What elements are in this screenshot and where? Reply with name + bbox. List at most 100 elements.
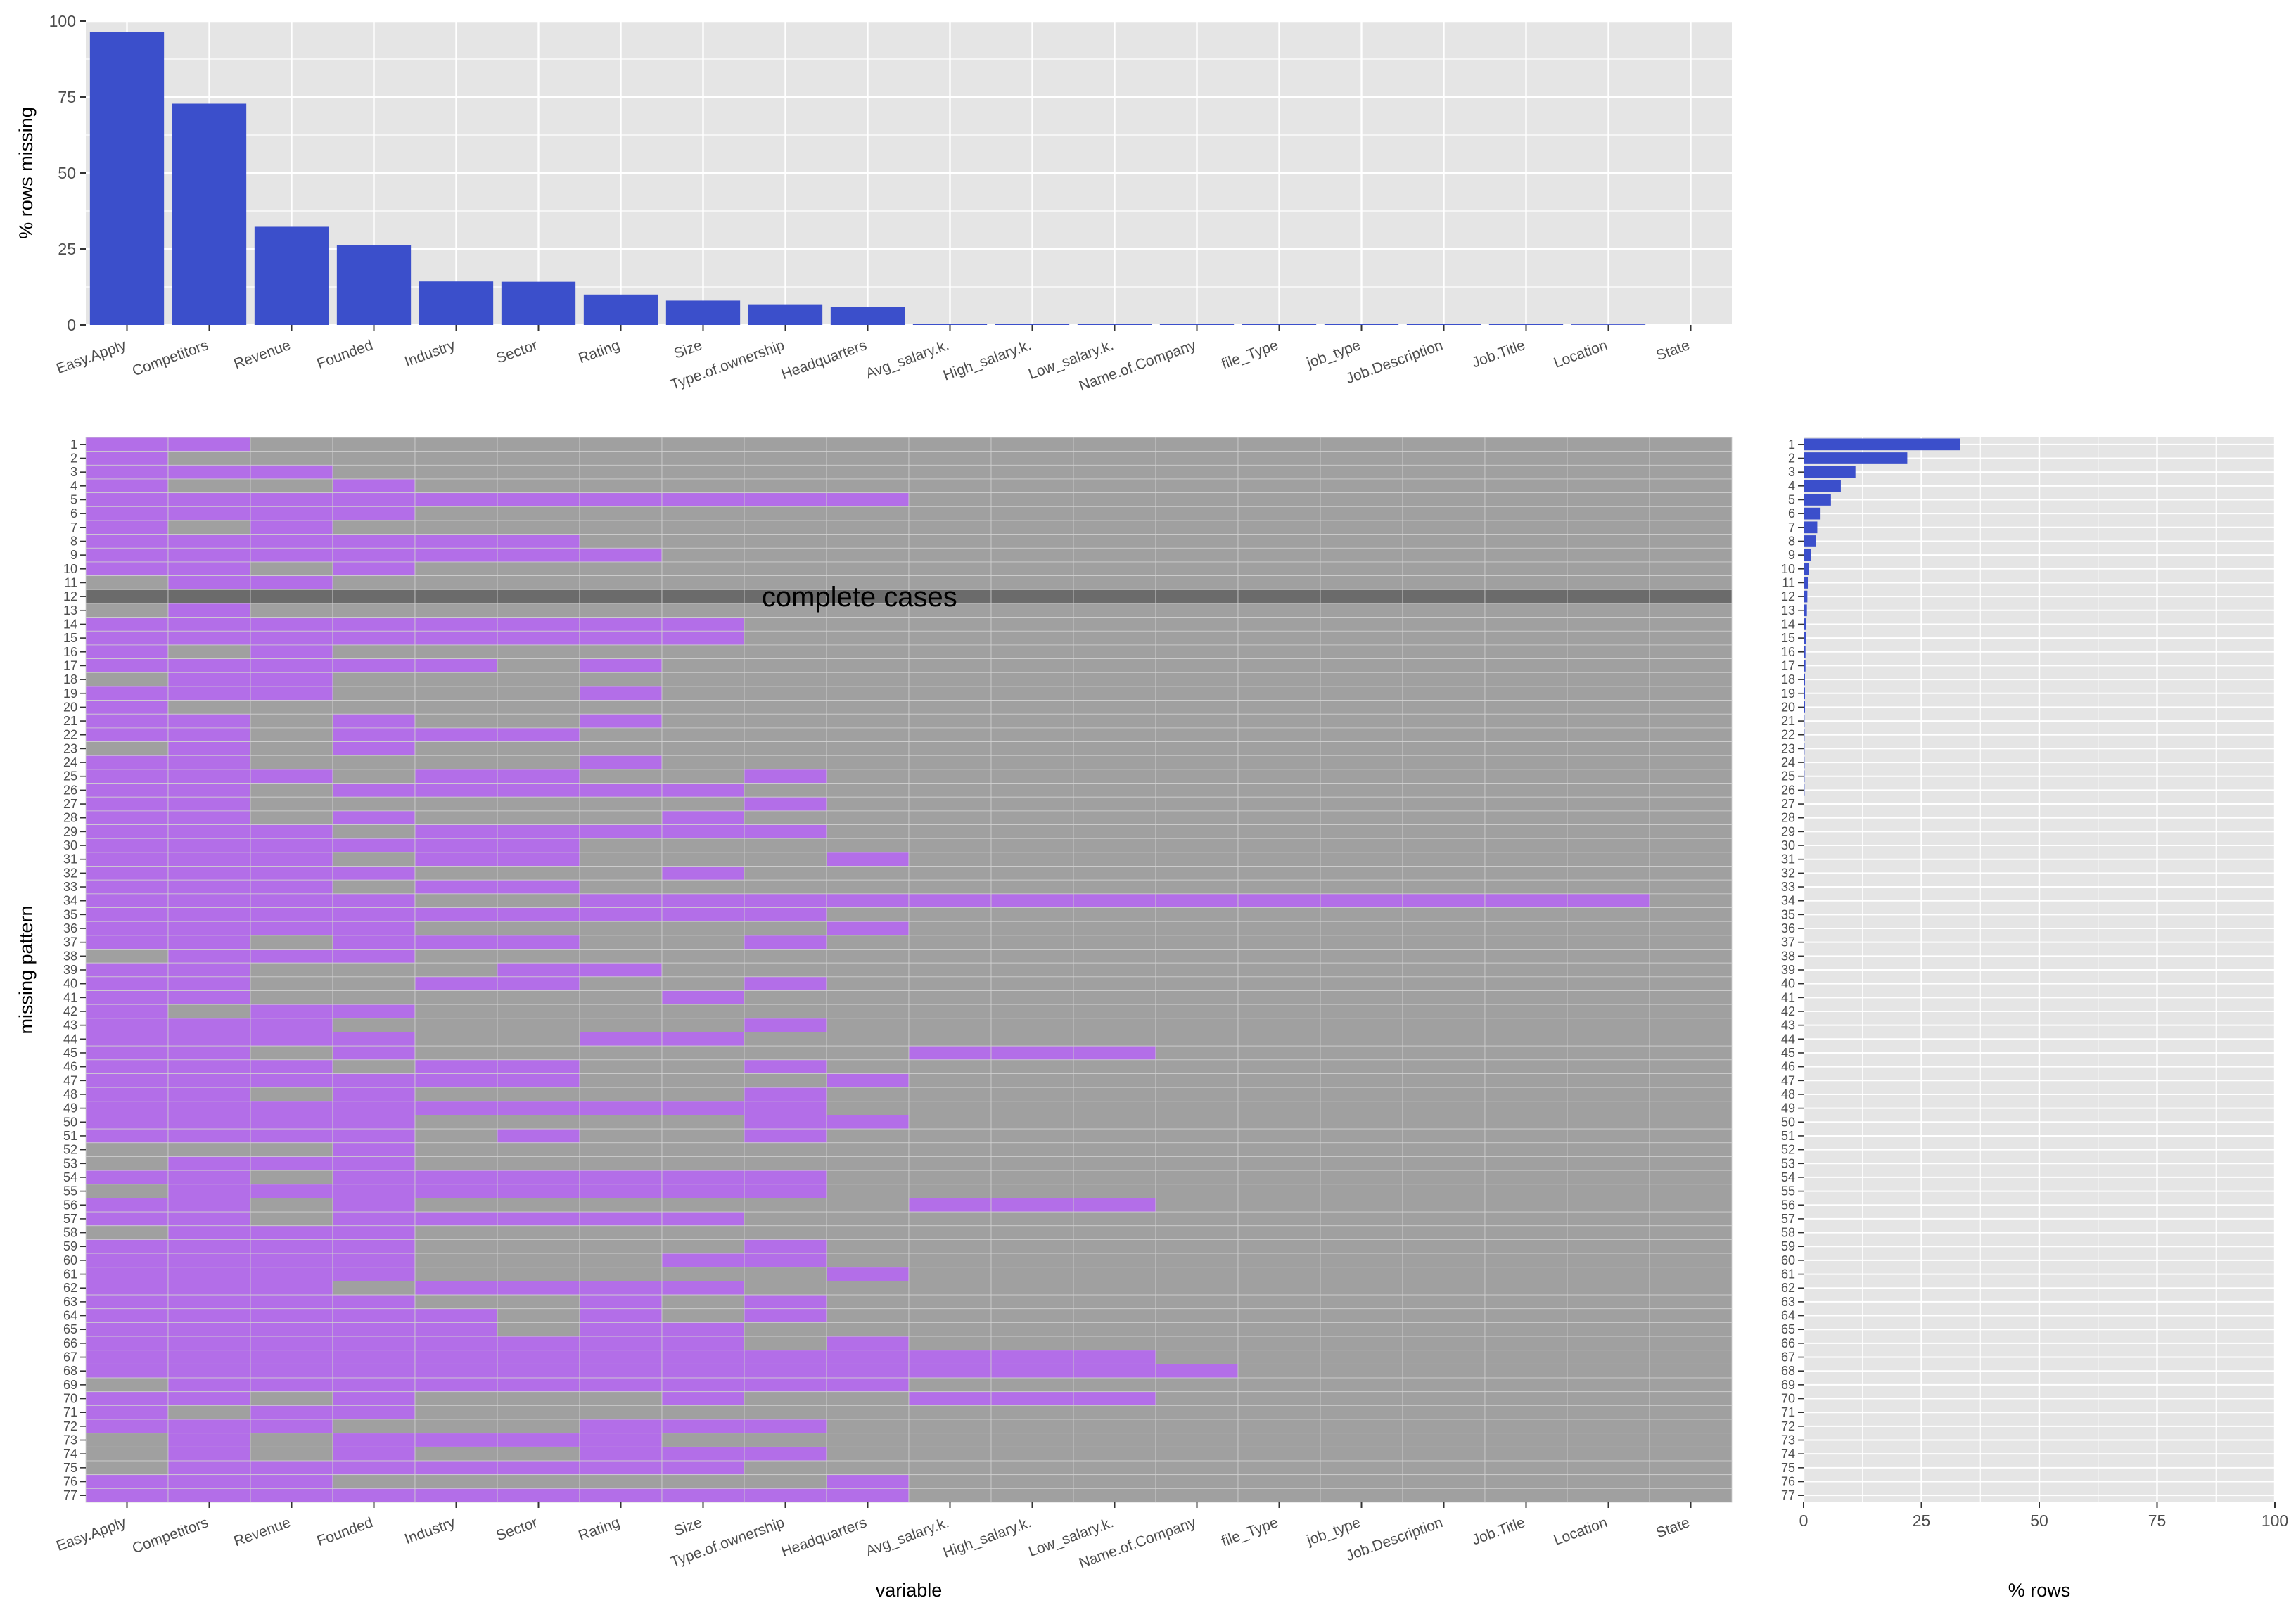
present-tile [744,520,827,535]
present-tile [826,1308,910,1323]
present-tile [1649,1267,1733,1281]
heatmap-y-tick-label: 62 [63,1281,77,1295]
present-tile [1649,1350,1733,1364]
present-tile [1567,1350,1650,1364]
heatmap-y-tick-label: 21 [63,714,77,728]
present-tile [332,1018,416,1032]
present-tile [1567,617,1650,632]
heatmap-y-tick-label: 1 [70,437,77,452]
present-tile [1320,506,1403,521]
present-tile [990,1004,1074,1019]
missing-tile [167,1073,251,1088]
side-bar [1804,438,1960,451]
missing-tile [85,810,169,825]
present-tile [1484,769,1568,784]
present-tile [1402,1073,1486,1088]
present-tile [497,1419,580,1434]
missing-tile [167,1253,251,1268]
missing-tile [250,907,333,922]
present-tile [1155,727,1239,742]
top-bar [1159,324,1235,325]
present-tile [1237,1211,1321,1227]
missing-tile [990,1198,1074,1213]
side-y-tick-label: 43 [1781,1018,1795,1032]
side-y-tick-label: 12 [1781,589,1795,603]
present-tile [1402,1059,1486,1074]
heatmap-y-tick-label: 49 [63,1101,77,1115]
present-tile [1567,1156,1650,1171]
present-tile [661,796,745,812]
present-tile [332,962,416,978]
missing-tile [250,672,333,687]
complete-case-tile [332,589,416,604]
present-tile [1073,907,1156,922]
present-tile [85,1433,169,1447]
present-tile [1320,686,1403,701]
present-tile [826,1142,910,1157]
present-tile [1649,630,1733,646]
present-tile [1155,561,1239,577]
present-tile [1567,630,1650,646]
missing-tile [661,1032,745,1047]
missing-tile [85,907,169,922]
present-tile [1073,921,1156,936]
missing-tile [85,1087,169,1102]
present-tile [1237,464,1321,480]
present-tile [1402,492,1486,507]
present-tile [1320,949,1403,964]
present-tile [1402,686,1486,701]
side-y-tick-label: 66 [1781,1336,1795,1350]
present-tile [414,1391,498,1406]
present-tile [908,1018,992,1032]
present-tile [661,962,745,978]
present-tile [826,1087,910,1102]
present-tile [826,1419,910,1434]
missing-tile [332,713,416,729]
missing-tile [85,935,169,950]
present-tile [1567,1446,1650,1462]
present-tile [826,1128,910,1144]
missing-tile [167,838,251,853]
present-tile [167,451,251,466]
present-tile [908,1267,992,1281]
heatmap-y-tick-label: 30 [63,838,77,852]
present-tile [908,1059,992,1074]
heatmap-y-tick-label: 35 [63,907,77,921]
present-tile [661,1128,745,1144]
present-tile [1237,1128,1321,1144]
present-tile [661,852,745,867]
missing-tile [167,1433,251,1447]
present-tile [1649,1488,1733,1503]
heatmap-x-tick-label: Location [1552,1514,1609,1549]
missing-tile [167,575,251,590]
present-tile [1402,1405,1486,1420]
present-tile [1402,1156,1486,1171]
present-tile [908,1488,992,1503]
present-tile [1320,1225,1403,1240]
present-tile [1320,1128,1403,1144]
missing-tile [85,630,169,646]
present-tile [744,1460,827,1476]
present-tile [1237,1433,1321,1447]
missing-tile [579,547,663,563]
missing-tile [85,506,169,521]
present-tile [661,1142,745,1157]
present-tile [1155,1405,1239,1420]
missing-tile [1073,1350,1156,1364]
top-bar [336,245,412,325]
present-tile [332,464,416,480]
side-y-tick-label: 9 [1788,548,1795,562]
missing-tile [167,866,251,881]
present-tile [1649,464,1733,480]
present-tile [1484,990,1568,1005]
present-tile [414,1267,498,1281]
missing-tile [167,935,251,950]
present-tile [661,1405,745,1420]
missing-tile [661,1488,745,1503]
missing-tile [332,1294,416,1310]
present-tile [1073,520,1156,535]
present-tile [1484,1087,1568,1102]
present-tile [990,672,1074,687]
present-tile [990,630,1074,646]
missing-tile [250,1377,333,1393]
